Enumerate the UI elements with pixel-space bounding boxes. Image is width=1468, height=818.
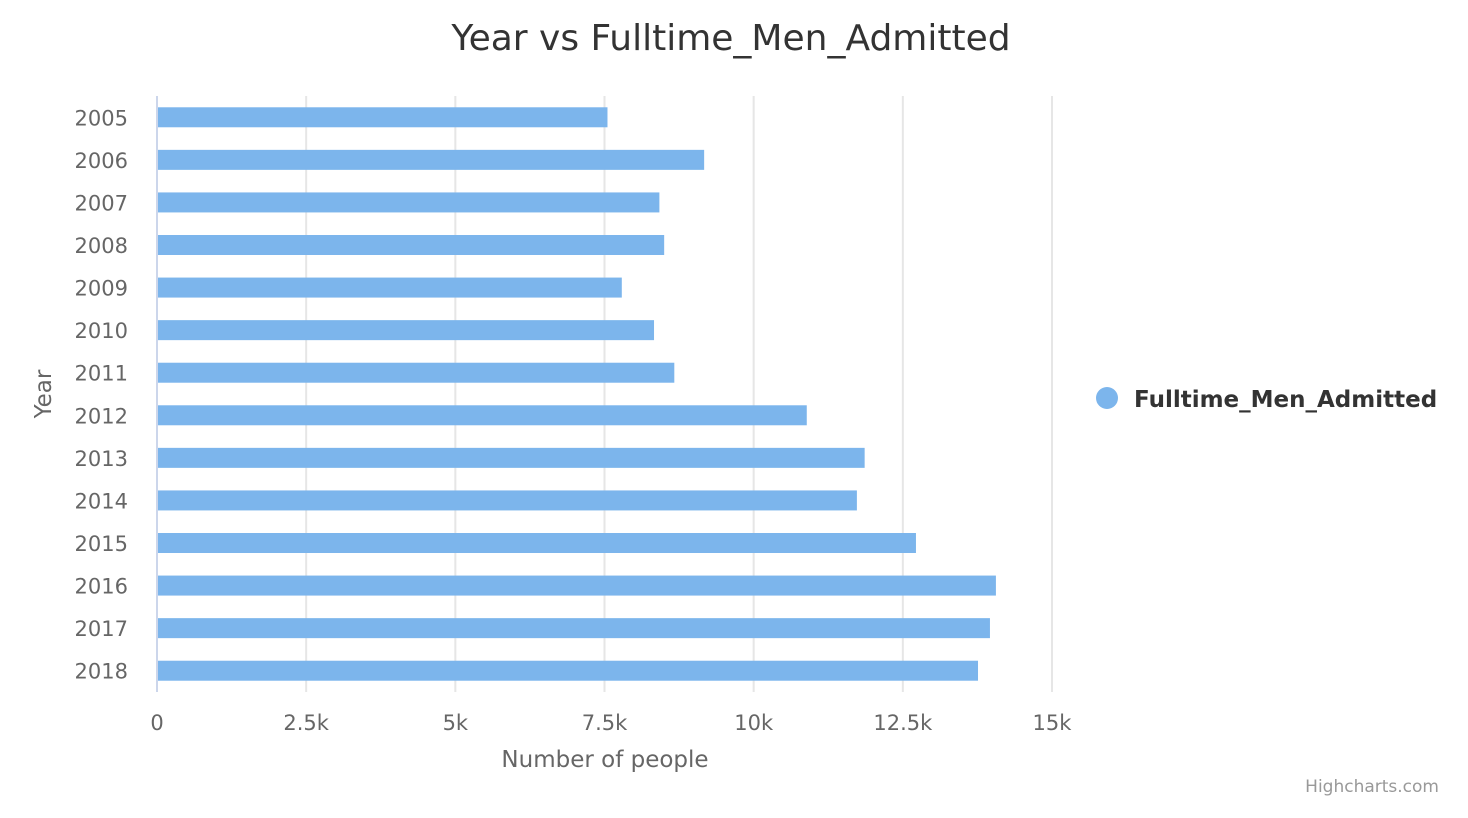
- bar-2007[interactable]: [158, 192, 660, 213]
- category-tick-label: 2014: [75, 489, 128, 513]
- value-tick-label: 15k: [1033, 711, 1073, 735]
- bar-2013[interactable]: [158, 447, 865, 468]
- value-axis-title: Number of people: [501, 747, 708, 773]
- category-tick-label: 2016: [75, 575, 128, 599]
- value-tick-label: 12.5k: [873, 711, 933, 735]
- credit-link[interactable]: Highcharts.com: [1305, 777, 1439, 797]
- category-axis-labels: 2005 2006 2007 2008 2009 2010 2011 2012 2013 2014…: [75, 106, 128, 683]
- grid-lines: [305, 96, 1053, 692]
- bar-2009[interactable]: [158, 277, 622, 298]
- bar-2018[interactable]: [158, 660, 979, 681]
- category-tick-label: 2005: [75, 106, 128, 130]
- category-tick-label: 2009: [75, 277, 128, 301]
- value-tick-label: 7.5k: [582, 711, 628, 735]
- category-tick-label: 2010: [75, 319, 128, 343]
- bar-2008[interactable]: [158, 235, 665, 255]
- category-tick-label: 2015: [75, 532, 128, 556]
- value-tick-label: 10k: [734, 711, 774, 735]
- category-tick-label: 2017: [75, 617, 128, 641]
- category-tick-label: 2018: [75, 660, 128, 684]
- legend-marker-icon: [1096, 387, 1118, 409]
- bar-2005[interactable]: [158, 107, 608, 128]
- category-tick-label: 2006: [75, 149, 128, 173]
- bar-2016[interactable]: [158, 575, 996, 596]
- bar-series[interactable]: [158, 107, 996, 681]
- category-tick-label: 2013: [75, 447, 128, 471]
- chart-title: Year vs Fulltime_Men_Admitted: [450, 18, 1010, 59]
- value-tick-label: 0: [150, 711, 163, 735]
- legend-item-label[interactable]: Fulltime_Men_Admitted: [1134, 387, 1437, 413]
- value-tick-label: 5k: [443, 711, 469, 735]
- category-tick-label: 2011: [75, 362, 128, 386]
- bar-2012[interactable]: [158, 405, 807, 426]
- bar-2006[interactable]: [158, 149, 705, 170]
- category-tick-label: 2012: [75, 404, 128, 428]
- value-tick-label: 2.5k: [283, 711, 329, 735]
- category-tick-label: 2008: [75, 234, 128, 258]
- value-axis-labels: 0 2.5k 5k 7.5k 10k 12.5k 15k: [150, 711, 1072, 735]
- category-tick-label: 2007: [75, 191, 128, 215]
- bar-2015[interactable]: [158, 533, 916, 553]
- bar-2011[interactable]: [158, 362, 675, 383]
- bar-2014[interactable]: [158, 490, 857, 511]
- legend[interactable]: Fulltime_Men_Admitted: [1096, 387, 1437, 413]
- category-axis-title: Year: [31, 369, 57, 419]
- bar-2010[interactable]: [158, 320, 655, 341]
- bar-2017[interactable]: [158, 618, 990, 639]
